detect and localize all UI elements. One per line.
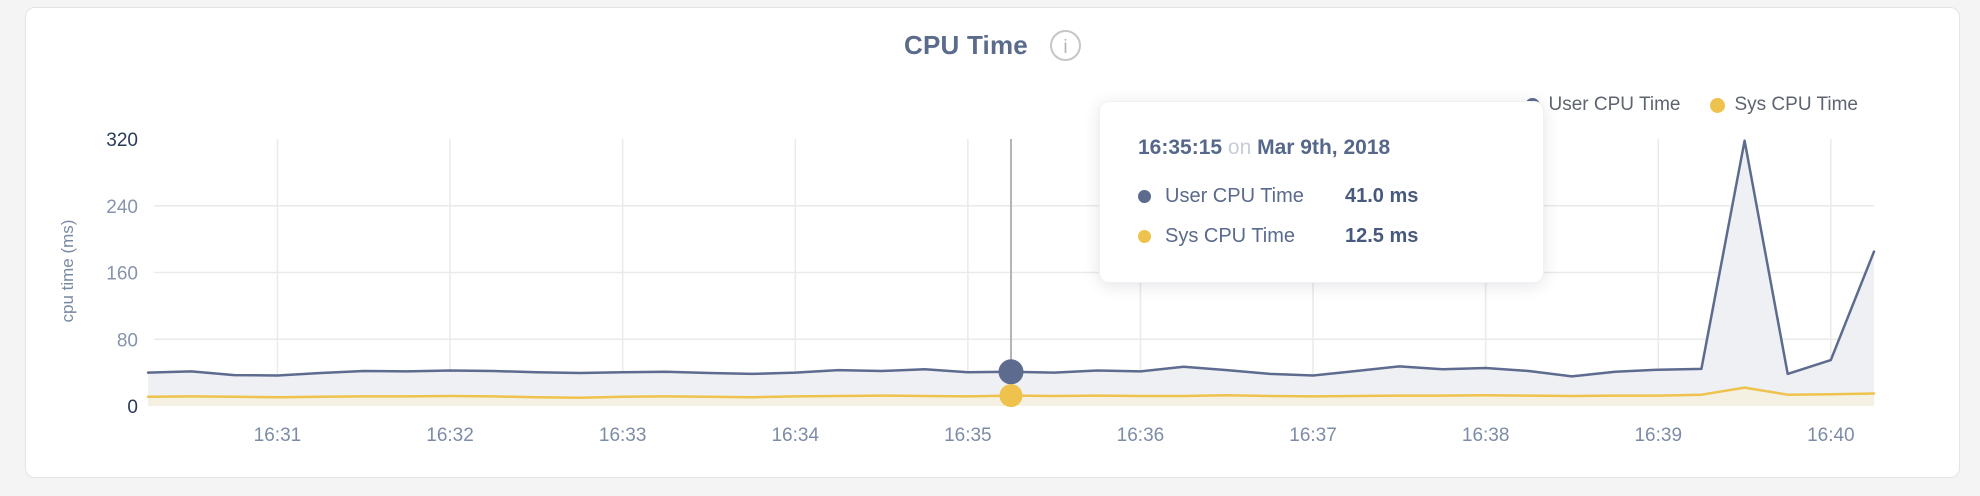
tooltip-date: Mar 9th, 2018 (1257, 136, 1391, 159)
sys-legend-dot-icon (1710, 97, 1726, 113)
chart-card: CPU Time i User CPU Time Sys CPU Time 0 8… (25, 7, 1960, 478)
x-axis-tick: 16:37 (1289, 425, 1337, 446)
y-axis-tick: 320 (106, 130, 138, 151)
x-axis-tick: 16:39 (1634, 425, 1682, 446)
user-area-fill (148, 140, 1874, 406)
tooltip-row-sys: Sys CPU Time 12.5 ms (1138, 216, 1507, 256)
chart-header: CPU Time i (26, 30, 1959, 61)
x-axis-tick: 16:38 (1462, 425, 1510, 446)
legend-label-sys: Sys CPU Time (1734, 94, 1858, 115)
y-axis-tick: 80 (117, 330, 138, 351)
legend-item-user[interactable]: User CPU Time (1524, 94, 1681, 116)
tooltip-header: 16:35:15 on Mar 9th, 2018 (1138, 136, 1507, 160)
y-axis-tick: 0 (127, 397, 138, 418)
tooltip-time: 16:35:15 (1138, 136, 1223, 159)
x-axis-tick: 16:33 (599, 425, 647, 446)
tooltip-value-user: 41.0 ms (1345, 184, 1419, 207)
x-axis-tick: 16:35 (944, 425, 992, 446)
info-icon[interactable]: i (1049, 30, 1081, 61)
tooltip-row-user: User CPU Time 41.0 ms (1138, 176, 1507, 216)
x-axis-tick: 16:32 (426, 425, 474, 446)
legend-label-user: User CPU Time (1548, 94, 1681, 115)
legend: User CPU Time Sys CPU Time (1524, 94, 1858, 116)
y-axis-tick: 160 (106, 264, 138, 285)
x-axis-tick: 16:40 (1807, 425, 1855, 446)
user-series-dot-icon (1138, 189, 1151, 203)
chart-tooltip: 16:35:15 on Mar 9th, 2018 User CPU Time … (1099, 101, 1544, 283)
sys-hover-dot (999, 384, 1023, 408)
x-axis-tick: 16:31 (254, 425, 302, 446)
tooltip-conjunction: on (1227, 136, 1252, 159)
x-axis-tick: 16:36 (1117, 425, 1165, 446)
sys-series-dot-icon (1138, 229, 1151, 243)
legend-item-sys[interactable]: Sys CPU Time (1710, 94, 1858, 116)
y-axis-tick: 240 (106, 197, 138, 218)
x-axis-tick: 16:34 (771, 425, 819, 446)
tooltip-value-sys: 12.5 ms (1345, 224, 1419, 247)
tooltip-label-sys: Sys CPU Time (1165, 224, 1296, 247)
y-axis-title: cpu time (ms) (58, 220, 77, 323)
user-hover-dot (998, 359, 1024, 385)
tooltip-label-user: User CPU Time (1165, 184, 1304, 207)
cpu-time-chart[interactable]: 0 80 160 240 320 16:31 16:32 16:33 16:34 16:35 16:… (26, 8, 1961, 479)
chart-title: CPU Time (904, 30, 1028, 60)
